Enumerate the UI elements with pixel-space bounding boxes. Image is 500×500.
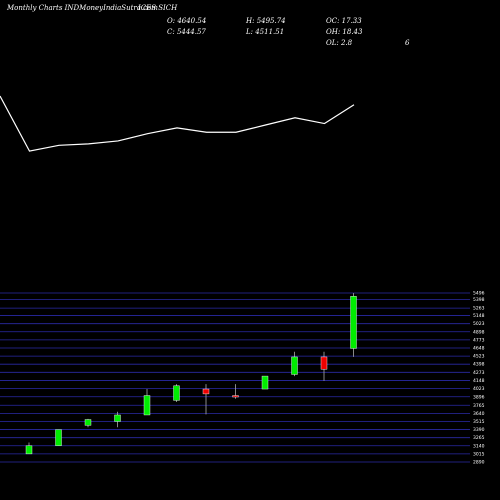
candle-up xyxy=(173,385,180,401)
y-tick-label: 3640 xyxy=(473,411,485,417)
candle-up xyxy=(55,429,62,446)
y-tick-label: 5263 xyxy=(473,306,485,312)
candle-down xyxy=(232,395,239,398)
y-tick-label: 3765 xyxy=(473,403,485,409)
y-tick-label: 4773 xyxy=(473,337,485,343)
candle-down xyxy=(202,388,210,395)
extra-value: 6 xyxy=(405,39,410,47)
y-tick-label: 4398 xyxy=(473,362,485,368)
candle-up xyxy=(350,296,357,349)
indicator-line xyxy=(0,95,355,152)
high-value: H: 5495.74 xyxy=(246,17,286,25)
candle-up xyxy=(84,419,92,426)
open-value: O: 4640.54 xyxy=(167,17,207,25)
y-tick-label: 4273 xyxy=(473,370,485,376)
candle-up xyxy=(114,414,121,422)
y-tick-label: 4648 xyxy=(473,345,485,351)
ol-value: OL: 2.8 xyxy=(326,39,353,47)
y-tick-label: 3896 xyxy=(473,394,485,400)
y-tick-label: 4148 xyxy=(473,378,485,384)
candle-down xyxy=(320,356,328,370)
candle-up xyxy=(25,445,33,455)
close-value: C: 5444.57 xyxy=(167,28,206,36)
candle-up xyxy=(291,356,298,375)
y-tick-label: 5023 xyxy=(473,321,485,327)
y-tick-label: 2890 xyxy=(473,460,485,466)
y-tick-label: 3140 xyxy=(473,443,485,449)
y-tick-label: 5398 xyxy=(473,297,485,303)
oc-value: OC: 17.33 xyxy=(326,17,362,25)
y-tick-label: 4898 xyxy=(473,329,485,335)
y-tick-label: 5148 xyxy=(473,313,485,319)
y-tick-label: 3265 xyxy=(473,435,485,441)
y-tick-label: 3015 xyxy=(473,451,485,457)
candle-up xyxy=(143,395,151,416)
y-tick-label: 3515 xyxy=(473,419,485,425)
y-tick-label: 4023 xyxy=(473,386,485,392)
candle-up xyxy=(261,375,269,390)
oh-value: OH: 18.43 xyxy=(326,28,363,36)
y-tick-label: 5496 xyxy=(473,291,485,297)
low-value: L: 4511.51 xyxy=(246,28,285,36)
y-tick-label: 3390 xyxy=(473,427,485,433)
symbol-title: ICES SICH xyxy=(138,4,178,12)
source-title: Monthly Charts INDMoneyIndiaSutra.com xyxy=(7,4,158,12)
y-tick-label: 4523 xyxy=(473,354,485,360)
